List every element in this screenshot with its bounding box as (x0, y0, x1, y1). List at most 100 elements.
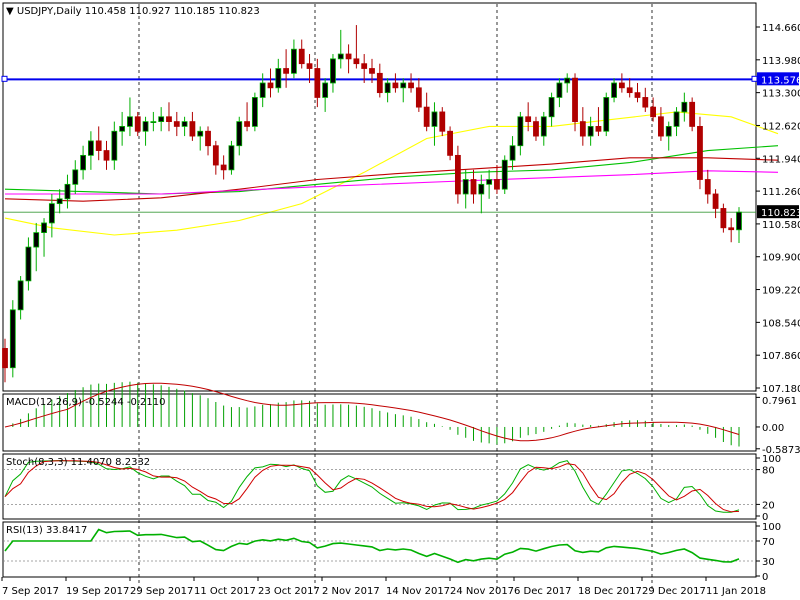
candle-body (197, 130, 204, 137)
candle-body (618, 82, 625, 89)
candle-body (376, 72, 383, 94)
candle-body (556, 82, 563, 98)
candle-body (494, 179, 500, 190)
horizontal-line-handle-right (751, 75, 758, 82)
indicator-tick-label: 0.00 (762, 423, 784, 434)
candle-body (283, 68, 290, 74)
candle-body (205, 130, 211, 147)
macd-signal-line (4, 382, 740, 442)
price-tick-label: 112.620 (762, 121, 800, 132)
vertical-gridlines (138, 4, 653, 590)
candle-body (650, 106, 657, 118)
indicator-tick-label: -0.5873 (762, 445, 800, 456)
candle-body (728, 227, 735, 231)
candle-body (369, 68, 375, 74)
candle-body (25, 246, 32, 282)
candle-body (642, 97, 649, 108)
indicator-tick-label: 70 (762, 537, 775, 548)
candle-body (142, 121, 149, 132)
candle-body (665, 126, 672, 137)
candle-body (259, 82, 266, 98)
moving-average-line (4, 111, 779, 236)
candles (2, 25, 742, 383)
candle-body (572, 77, 578, 122)
stoch-series (3, 459, 756, 513)
symbol-header: ▼ USDJPY,Daily 110.458 110.927 110.185 1… (6, 6, 260, 17)
rsi-series (3, 528, 756, 564)
candle-body (150, 121, 157, 123)
candle-body (611, 82, 617, 98)
candle-body (236, 121, 243, 147)
price-tick-label: 114.660 (762, 23, 800, 34)
candle-body (548, 97, 555, 118)
candle-body (2, 348, 8, 369)
candle-body (158, 116, 165, 122)
date-tick-label: 11 Jan 2018 (706, 586, 766, 597)
candle-body (712, 193, 719, 209)
date-tick-label: 6 Dec 2017 (514, 586, 572, 597)
price-tick-label: 107.180 (762, 384, 800, 395)
stoch-panel[interactable] (2, 453, 757, 520)
candle-body (392, 82, 399, 89)
candle-body (111, 130, 118, 161)
price-tick-label: 109.900 (762, 253, 800, 264)
indicator-tick-label: 0.7961 (762, 396, 797, 407)
stoch-d-line (4, 460, 740, 513)
candle-body (587, 126, 594, 137)
candle-body (322, 82, 329, 98)
candle-body (361, 63, 368, 69)
candle-body (564, 77, 571, 84)
candle-body (306, 63, 313, 69)
candle-body (525, 116, 532, 122)
last-price-box (757, 205, 799, 219)
date-tick-label: 19 Sep 2017 (66, 586, 129, 597)
candle-body (337, 53, 344, 60)
candle-body (17, 280, 24, 311)
candle-body (384, 82, 391, 94)
price-tick-label: 109.220 (762, 286, 800, 297)
candle-body (603, 97, 610, 132)
date-axis: 7 Sep 2017 19 Sep 2017 29 Sep 2017 11 Oct 2… (1, 577, 766, 597)
candle-body (103, 150, 110, 161)
candle-body (353, 58, 360, 65)
date-tick-label: 18 Dec 2017 (578, 586, 642, 597)
candle-body (189, 121, 196, 137)
candle-body (423, 106, 430, 127)
price-tick-label: 107.860 (762, 351, 800, 362)
macd-header: MACD(12,26,9) -0.5244 -0.2110 (6, 397, 166, 408)
candle-body (119, 126, 126, 132)
candle-body (540, 116, 547, 137)
main-price-panel[interactable] (2, 2, 757, 392)
candle-body (509, 145, 516, 161)
candle-body (134, 116, 141, 132)
candle-body (314, 68, 321, 98)
candle-body (220, 164, 227, 171)
indicator-tick-label: 30 (762, 557, 775, 568)
date-tick-label: 2 Nov 2017 (322, 586, 380, 597)
candle-body (212, 145, 219, 166)
indicator-tick-label: 100 (762, 522, 781, 533)
horizontal-line-price-label: 113.576 (761, 75, 800, 86)
candle-body (579, 121, 586, 137)
rsi-line (4, 528, 740, 564)
candle-body (447, 130, 453, 156)
date-tick-label: 29 Sep 2017 (130, 586, 193, 597)
candle-body (533, 121, 539, 137)
candle-body (689, 101, 696, 127)
candle-body (166, 116, 172, 122)
indicator-tick-label: 20 (762, 500, 775, 511)
date-tick-label: 29 Dec 2017 (642, 586, 706, 597)
candle-body (173, 121, 180, 127)
price-tick-label: 113.980 (762, 56, 800, 67)
candle-body (64, 183, 71, 200)
candle-body (595, 126, 602, 132)
moving-average-line (4, 157, 779, 202)
candle-body (462, 179, 469, 195)
price-axis: 114.660 113.980 113.300 112.620 111.940 111.2… (756, 23, 800, 395)
date-tick-label: 24 Nov 2017 (450, 586, 514, 597)
horizontal-line-handle-left (1, 75, 8, 82)
candle-body (470, 179, 477, 195)
candle-body (330, 58, 336, 84)
